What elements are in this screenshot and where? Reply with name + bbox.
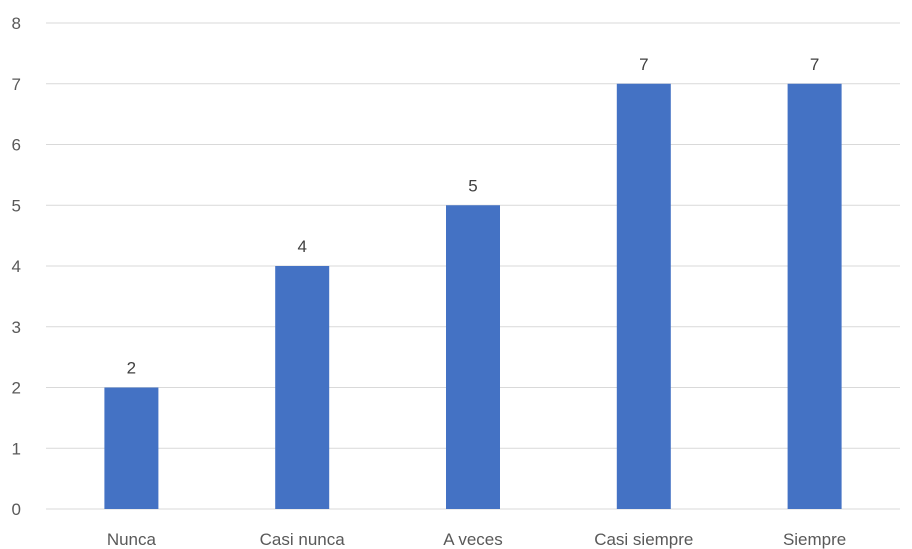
- data-label: 7: [639, 55, 648, 74]
- bar: [275, 266, 330, 509]
- y-tick-label: 5: [12, 196, 21, 215]
- y-tick-label: 2: [12, 379, 21, 398]
- bars: [104, 83, 842, 509]
- bar: [446, 205, 500, 509]
- x-tick-label: A veces: [443, 530, 503, 549]
- y-tick-label: 3: [12, 318, 21, 337]
- bar: [616, 83, 671, 509]
- x-tick-label: Siempre: [783, 530, 846, 549]
- x-tick-label: Nunca: [107, 530, 157, 549]
- data-label: 5: [468, 176, 477, 195]
- y-tick-label: 1: [12, 439, 21, 458]
- data-labels: 2 4 5 7 7: [127, 55, 820, 378]
- y-axis: 0 1 2 3 4 5 6 7 8: [12, 14, 21, 519]
- y-tick-label: 6: [12, 136, 21, 155]
- data-label: 2: [127, 359, 136, 378]
- x-tick-label: Casi nunca: [260, 530, 346, 549]
- x-axis: Nunca Casi nunca A veces Casi siempre Siempr…: [107, 530, 846, 549]
- bar: [104, 387, 159, 509]
- data-label: 4: [297, 237, 306, 256]
- y-tick-label: 4: [12, 257, 21, 276]
- y-tick-label: 7: [12, 75, 21, 94]
- bar: [787, 83, 842, 509]
- x-tick-label: Casi siempre: [594, 530, 693, 549]
- data-label: 7: [810, 55, 819, 74]
- y-tick-label: 0: [12, 500, 21, 519]
- y-tick-label: 8: [12, 14, 21, 33]
